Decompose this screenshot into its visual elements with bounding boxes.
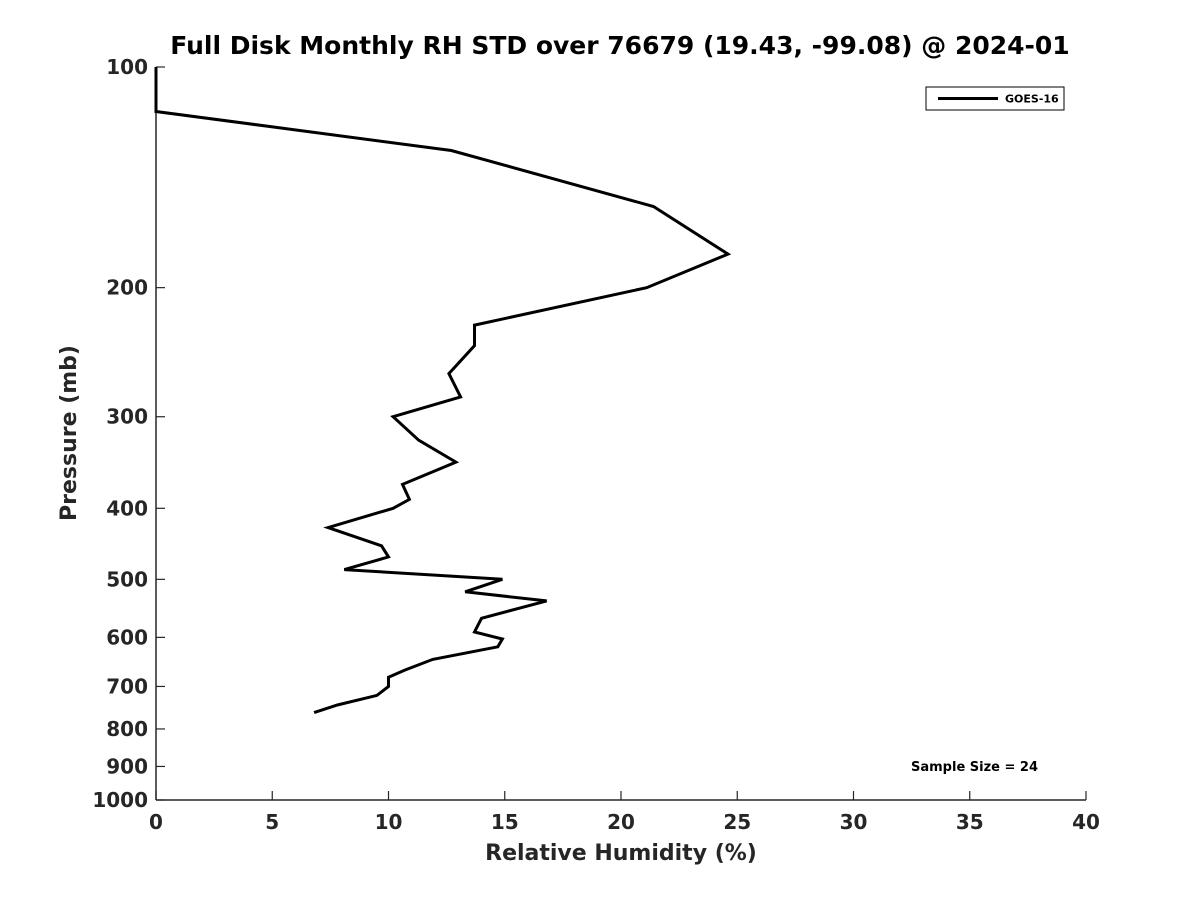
y-tick-label: 300 — [106, 405, 148, 429]
y-tick-label: 800 — [106, 717, 148, 741]
x-tick-label: 15 — [491, 810, 519, 834]
y-axis-ticks: 100 200 300 400 500 600 700 800 900 1000 — [92, 55, 165, 812]
y-tick-label: 200 — [106, 276, 148, 300]
x-tick-label: 0 — [149, 810, 163, 834]
legend-label-goes-16: GOES-16 — [1005, 93, 1059, 106]
sample-size-annotation: Sample Size = 24 — [911, 760, 1038, 775]
x-tick-label: 25 — [723, 810, 751, 834]
chart-title: Full Disk Monthly RH STD over 76679 (19.… — [170, 31, 1069, 60]
y-tick-label: 900 — [106, 754, 148, 778]
y-tick-label: 1000 — [92, 788, 148, 812]
y-tick-label: 500 — [106, 567, 148, 591]
x-tick-label: 35 — [956, 810, 984, 834]
y-tick-label: 400 — [106, 496, 148, 520]
x-axis-label: Relative Humidity (%) — [485, 841, 757, 866]
plot-area: 0 5 10 15 20 25 30 35 40 100 200 300 400 500 600 700 80… — [92, 55, 1100, 834]
y-tick-label: 100 — [106, 55, 148, 79]
y-tick-label: 700 — [106, 674, 148, 698]
x-axis-ticks: 0 5 10 15 20 25 30 35 40 — [149, 791, 1100, 834]
x-tick-label: 20 — [607, 810, 635, 834]
x-tick-label: 5 — [265, 810, 279, 834]
legend: GOES-16 — [925, 86, 1065, 111]
x-tick-label: 30 — [840, 810, 868, 834]
series-line-goes-16 — [154, 67, 732, 715]
y-tick-label: 600 — [106, 625, 148, 649]
x-tick-label: 40 — [1072, 810, 1100, 834]
y-axis-label: Pressure (mb) — [57, 345, 82, 521]
x-tick-label: 10 — [375, 810, 403, 834]
